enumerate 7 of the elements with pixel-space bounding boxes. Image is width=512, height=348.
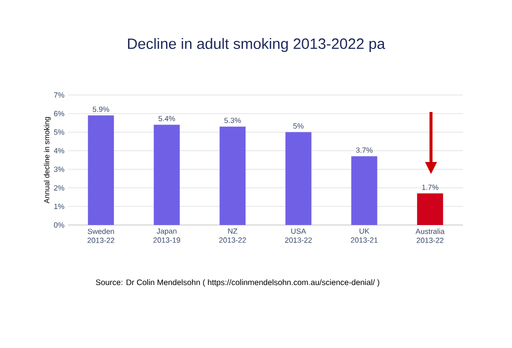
bar <box>417 193 444 225</box>
chart-title: Decline in adult smoking 2013-2022 pa <box>128 38 386 52</box>
bar <box>285 132 312 225</box>
bar <box>88 115 114 225</box>
bar <box>220 126 246 225</box>
bar <box>351 156 378 225</box>
bar <box>154 124 180 225</box>
